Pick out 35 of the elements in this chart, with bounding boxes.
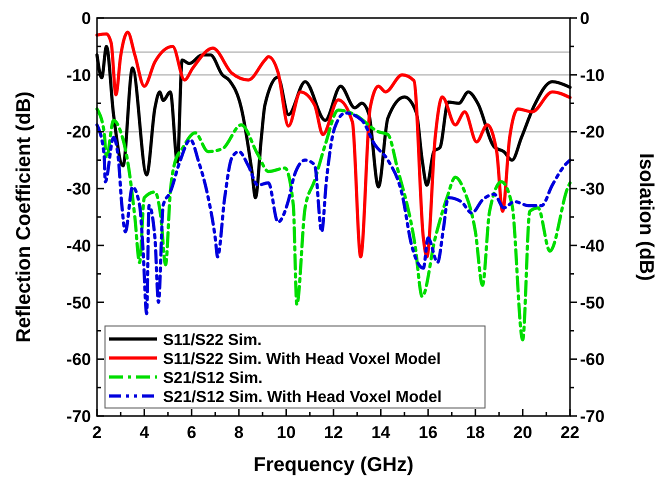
y2-tick-label: -60 <box>580 350 605 370</box>
x-tick-label: 16 <box>418 423 438 442</box>
legend-label: S11/S22 Sim. With Head Voxel Model <box>163 351 441 368</box>
y-tick-label: 0 <box>82 9 91 28</box>
y2-tick-label: -50 <box>580 293 605 312</box>
y-tick-label: -10 <box>66 66 91 85</box>
y-axis-title: Reflection Coefficient (dB) <box>13 91 35 343</box>
y-tick-label: -50 <box>66 293 91 312</box>
legend-label: S21/S12 Sim. With Head Voxel Model <box>163 389 442 406</box>
y-tick-label: -40 <box>66 236 91 256</box>
y2-tick-label: -40 <box>580 236 605 256</box>
y2-tick-label: -70 <box>580 407 605 426</box>
x-tick-label: 8 <box>234 423 244 442</box>
x-tick-label: 20 <box>513 423 532 442</box>
x-tick-label: 4 <box>140 423 150 442</box>
x-tick-label: 22 <box>560 423 580 442</box>
y2-tick-label: -10 <box>580 66 605 85</box>
y2-tick-label: -20 <box>580 122 605 142</box>
x-tick-label: 2 <box>92 423 102 442</box>
y2-tick-label: -30 <box>580 180 605 199</box>
y2-tick-label: 0 <box>580 9 590 28</box>
y-tick-label: -60 <box>66 350 91 370</box>
legend-label: S11/S22 Sim. <box>163 332 262 349</box>
y-tick-label: -20 <box>66 122 91 142</box>
x-axis-title: Frequency (GHz) <box>253 454 414 476</box>
legend-label: S21/S12 Sim. <box>163 370 263 387</box>
y2-axis-title: Isolation (dB) <box>635 153 657 281</box>
y-tick-label: -30 <box>66 180 91 199</box>
x-tick-label: 10 <box>276 423 296 442</box>
x-tick-label: 14 <box>371 423 391 442</box>
line-series <box>95 30 572 258</box>
y-tick-label: -70 <box>66 407 91 426</box>
x-tick-label: 6 <box>186 423 196 442</box>
x-tick-label: 18 <box>466 423 485 442</box>
x-tick-label: 12 <box>324 423 343 442</box>
